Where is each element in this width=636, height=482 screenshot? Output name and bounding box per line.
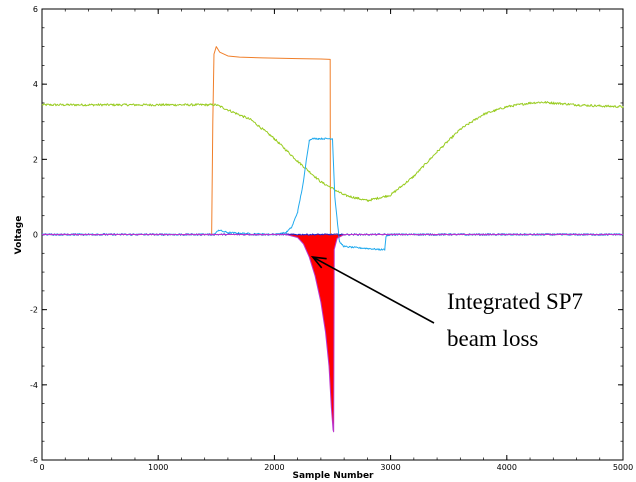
x-tick-label: 3000 <box>380 463 400 472</box>
x-axis-title: Sample Number <box>293 471 375 481</box>
x-tick-label: 4000 <box>497 463 517 472</box>
y-tick-label: 0 <box>33 231 38 240</box>
series-group <box>41 46 624 433</box>
x-tick-label: 0 <box>39 463 44 472</box>
y-tick-label: 4 <box>33 80 38 89</box>
x-tick-label: 2000 <box>264 463 284 472</box>
y-tick-label: -2 <box>30 306 38 315</box>
x-tick-label: 1000 <box>148 463 168 472</box>
y-axis-title: Voltage <box>14 216 24 255</box>
y-tick-label: 2 <box>33 155 38 164</box>
annotation-line-2: beam loss <box>447 326 538 351</box>
annotation-arrow-head <box>310 256 327 269</box>
annotation-arrow-shaft <box>312 256 435 324</box>
y-tick-label: 6 <box>33 5 38 14</box>
x-tick-label: 5000 <box>613 463 633 472</box>
series-fill-4 <box>42 234 623 432</box>
series-line-5 <box>42 234 623 433</box>
annotation-integrated-beam-loss: Integrated SP7 beam loss <box>310 256 583 351</box>
y-tick-label: -4 <box>30 381 38 390</box>
y-tick-label: -6 <box>30 456 38 465</box>
axis-ticks: 0 1000 2000 3000 4000 5000 -6 -4 -2 0 2 4 6 <box>30 5 633 472</box>
annotation-line-1: Integrated SP7 <box>447 289 583 314</box>
